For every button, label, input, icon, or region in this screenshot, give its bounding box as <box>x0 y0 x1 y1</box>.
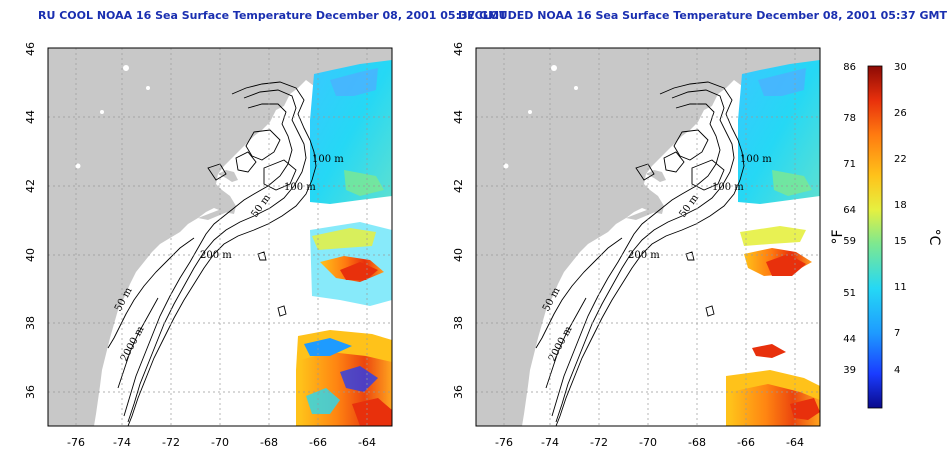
svg-text:-68: -68 <box>688 436 706 449</box>
svg-text:51: 51 <box>843 288 856 299</box>
svg-text:36: 36 <box>24 385 37 399</box>
left-map-title: RU COOL NOAA 16 Sea Surface Temperature … <box>38 9 507 22</box>
svg-text:36: 36 <box>452 385 465 399</box>
svg-text:46: 46 <box>452 42 465 56</box>
svg-text:26: 26 <box>894 108 907 119</box>
svg-text:78: 78 <box>843 113 856 124</box>
svg-text:40: 40 <box>24 248 37 262</box>
svg-text:44: 44 <box>24 110 37 124</box>
right-map-frame <box>475 47 821 427</box>
svg-text:59: 59 <box>843 236 856 247</box>
left-map-frame <box>47 47 393 427</box>
svg-text:4: 4 <box>894 365 900 376</box>
left-lon-ticks: -76 -74 -72 -70 -68 -66 -64 <box>67 436 376 449</box>
svg-text:15: 15 <box>894 236 907 247</box>
left-contour-label: 100 m <box>312 154 344 165</box>
svg-text:64: 64 <box>843 205 856 216</box>
svg-text:-66: -66 <box>309 436 327 449</box>
svg-text:30: 30 <box>894 62 907 73</box>
fahrenheit-ticks: 86 78 71 64 59 51 44 39 <box>843 62 856 376</box>
svg-text:-74: -74 <box>541 436 559 449</box>
svg-text:-72: -72 <box>162 436 180 449</box>
svg-text:-64: -64 <box>786 436 804 449</box>
svg-text:71: 71 <box>843 159 856 170</box>
svg-text:44: 44 <box>843 334 856 345</box>
svg-text:40: 40 <box>452 248 465 262</box>
svg-text:42: 42 <box>24 179 37 193</box>
fahrenheit-unit-label: °F <box>830 229 846 244</box>
left-contour-label: 100 m <box>284 182 316 193</box>
right-map-title: DECLOUDED NOAA 16 Sea Surface Temperatur… <box>458 9 947 22</box>
svg-text:11: 11 <box>894 282 907 293</box>
svg-text:42: 42 <box>452 179 465 193</box>
svg-text:22: 22 <box>894 154 907 165</box>
svg-text:86: 86 <box>843 62 856 73</box>
svg-text:-76: -76 <box>67 436 85 449</box>
right-map: 100 m 100 m 50 m 200 m 50 m 2000 m -76 -… <box>452 42 821 449</box>
svg-text:-64: -64 <box>358 436 376 449</box>
svg-text:38: 38 <box>24 316 37 330</box>
left-lat-ticks: 36 38 40 42 44 46 <box>24 42 37 399</box>
svg-text:-74: -74 <box>113 436 131 449</box>
celsius-unit-label: °C <box>926 229 942 246</box>
svg-text:-66: -66 <box>737 436 755 449</box>
svg-text:39: 39 <box>843 365 856 376</box>
right-contour-label: 100 m <box>740 154 772 165</box>
svg-text:7: 7 <box>894 328 900 339</box>
right-contour-label: 200 m <box>628 250 660 261</box>
left-sst-data <box>296 60 392 426</box>
left-contour-label: 200 m <box>200 250 232 261</box>
svg-text:18: 18 <box>894 200 907 211</box>
svg-text:-72: -72 <box>590 436 608 449</box>
celsius-ticks: 30 26 22 18 15 11 7 4 <box>894 62 907 376</box>
svg-text:-70: -70 <box>639 436 657 449</box>
svg-text:-68: -68 <box>260 436 278 449</box>
svg-text:38: 38 <box>452 316 465 330</box>
svg-text:-70: -70 <box>211 436 229 449</box>
right-lon-ticks: -76 -74 -72 -70 -68 -66 -64 <box>495 436 804 449</box>
left-map: 100 m 100 m 50 m 200 m 50 m 2000 m -76 -… <box>24 42 393 449</box>
right-contour-label: 100 m <box>712 182 744 193</box>
svg-text:44: 44 <box>452 110 465 124</box>
colorbar: 86 78 71 64 59 51 44 39 30 26 22 18 15 1… <box>830 62 942 409</box>
colorbar-gradient <box>867 65 883 409</box>
svg-text:-76: -76 <box>495 436 513 449</box>
svg-text:46: 46 <box>24 42 37 56</box>
right-lat-ticks: 36 38 40 42 44 46 <box>452 42 465 399</box>
